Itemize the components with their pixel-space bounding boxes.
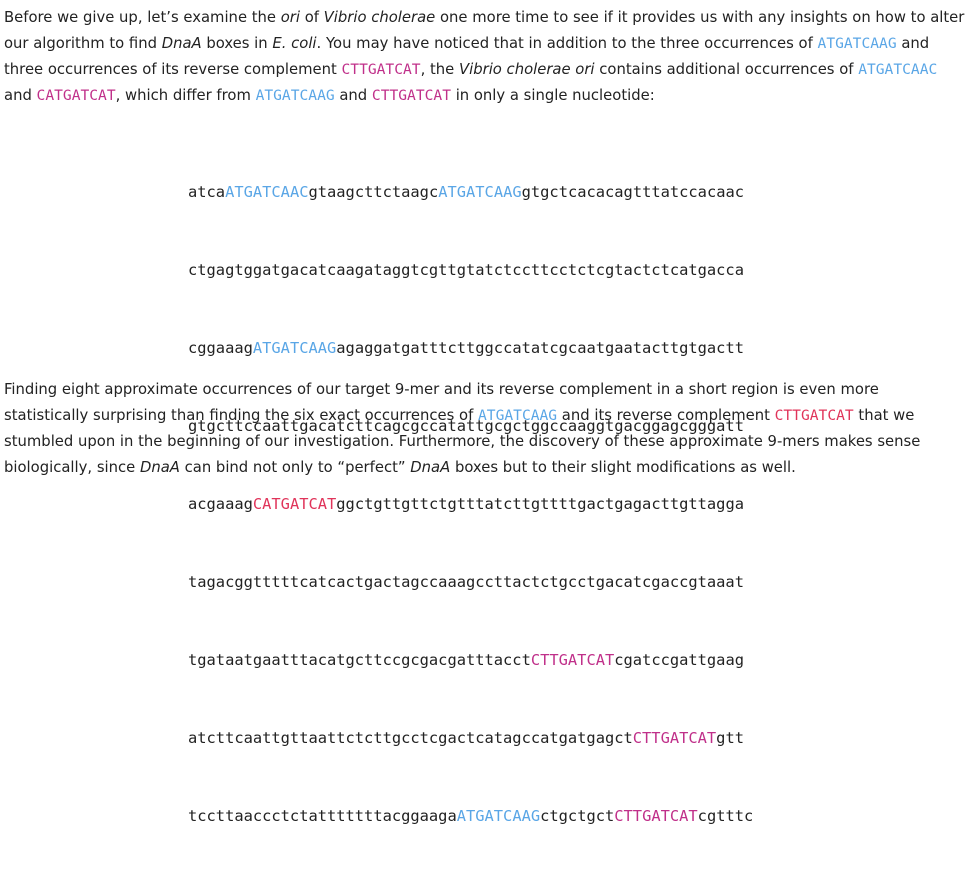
seq-kmer: ATGATCAAG [438, 183, 522, 201]
textbook-page: Before we give up, let’s examine the ori… [4, 5, 966, 825]
sequence-line: tagacggtttttcatcactgactagccaaagccttactct… [188, 569, 753, 595]
seq-text: tagacggtttttcatcactgactagccaaagccttactct… [188, 573, 744, 591]
dna-sequence-block: atcaATGATCAACgtaagcttctaagcATGATCAAGgtgc… [188, 127, 753, 881]
kmer-highlight: CTTGATCAT [774, 407, 854, 424]
italic-dnaa: DnaA [139, 459, 180, 476]
text: boxes but to their slight modifications … [450, 459, 796, 476]
italic-ori: ori [280, 9, 300, 26]
outro-paragraph: Finding eight approximate occurrences of… [4, 377, 966, 481]
text: . You may have noticed that in addition … [316, 35, 818, 52]
kmer-highlight: CTTGATCAT [341, 61, 421, 78]
text: and [334, 87, 372, 104]
text: one more time to see if it provides us w… [4, 9, 965, 52]
kmer-highlight: ATGATCAAC [858, 61, 938, 78]
kmer-highlight: CTTGATCAT [371, 87, 451, 104]
sequence-line: cggaaagATGATCAAGagaggatgatttcttggccatatc… [188, 335, 753, 361]
sequence-line: gtgcttccaattgacatcttcagcgccatattgcgctggc… [188, 413, 753, 439]
kmer-highlight: CATGATCAT [36, 87, 116, 104]
text: and [4, 87, 37, 104]
sequence-line: acgaaagCATGATCATggctgttgttctgtttatcttgtt… [188, 491, 753, 517]
seq-text: atca [188, 183, 226, 201]
seq-text: cgatccgattgaag [614, 651, 744, 669]
seq-text: tgataatgaatttacatgcttccgcgacgatttacct [188, 651, 531, 669]
kmer-highlight: ATGATCAAG [478, 407, 558, 424]
text: and its reverse complement [557, 407, 775, 424]
seq-text: tccttaaccctctatttttttacggaaga [188, 807, 457, 825]
text: of [299, 9, 324, 26]
kmer-highlight: ATGATCAAG [817, 35, 897, 52]
italic-vibrio-cholerae: Vibrio cholerae [323, 9, 436, 26]
sequence-line: tgataatgaatttacatgcttccgcgacgatttacctCTT… [188, 647, 753, 673]
seq-text: acgaaag [188, 495, 253, 513]
text: , the [420, 61, 459, 78]
text: Finding eight approximate occurrences of… [4, 381, 879, 424]
text: Before we give up, let’s examine the [4, 9, 281, 26]
seq-kmer: ATGATCAAC [225, 183, 309, 201]
italic-dnaa: DnaA [161, 35, 202, 52]
text: contains additional occurrences of [594, 61, 859, 78]
seq-text: cgtttc [697, 807, 754, 825]
seq-kmer: ATGATCAAG [456, 807, 541, 825]
seq-kmer: ATGATCAAG [252, 339, 337, 357]
seq-kmer: CTTGATCAT [614, 807, 698, 825]
intro-paragraph: Before we give up, let’s examine the ori… [4, 5, 966, 109]
italic-dnaa: DnaA [410, 459, 451, 476]
kmer-highlight: ATGATCAAG [255, 87, 335, 104]
text: boxes in [201, 35, 273, 52]
sequence-line: ctgagtggatgacatcaagataggtcgttgtatctccttc… [188, 257, 753, 283]
text: and three occurrences of its reverse com… [4, 35, 930, 78]
text: , which differ from [115, 87, 256, 104]
italic-e-coli: E. coli [272, 35, 317, 52]
sequence-line: atcttcaattgttaattctcttgcctcgactcatagccat… [188, 725, 753, 751]
seq-text: gtgcttccaattgacatcttcagcgccatattgcgctggc… [188, 417, 744, 435]
sequence-line: atcaATGATCAACgtaagcttctaagcATGATCAAGgtgc… [188, 179, 753, 205]
seq-text: atcttcaattgttaattctcttgcctcgactcatagccat… [188, 729, 633, 747]
seq-text: ctgctgct [540, 807, 615, 825]
seq-kmer: CTTGATCAT [632, 729, 717, 747]
italic-vibrio-cholerae-ori: Vibrio cholerae ori [458, 61, 595, 78]
text: that we stumbled upon in the beginning o… [4, 407, 921, 476]
sequence-line: tccttaaccctctatttttttacggaagaATGATCAAGct… [188, 803, 753, 829]
seq-text: agaggatgatttcttggccatatcgcaatgaatacttgtg… [336, 339, 744, 357]
seq-text: gtaagcttctaagc [308, 183, 439, 201]
seq-text: gtgctcacacagtttatccacaac [521, 183, 745, 201]
text: in only a single nucleotide: [450, 87, 655, 104]
seq-text: ggctgttgttctgtttatcttgttttgactgagacttgtt… [336, 495, 744, 513]
seq-kmer: CTTGATCAT [530, 651, 615, 669]
seq-text: cggaaag [188, 339, 253, 357]
seq-kmer: CATGATCAT [252, 495, 337, 513]
seq-text: ctgagtggatgacatcaagataggtcgttgtatctccttc… [188, 261, 744, 279]
text: can bind not only to “perfect” [179, 459, 411, 476]
seq-text: gtt [716, 729, 744, 747]
